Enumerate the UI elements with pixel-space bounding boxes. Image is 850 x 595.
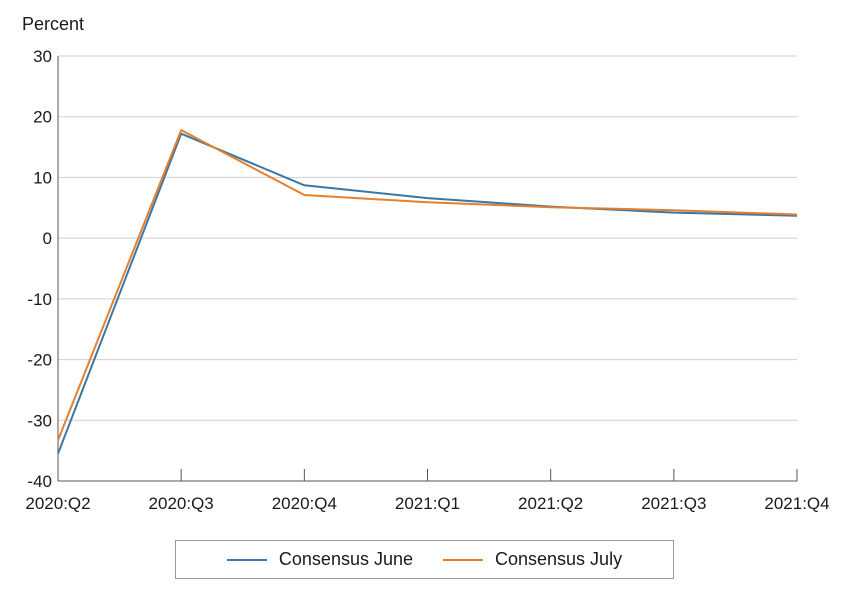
y-tick-label: 20	[33, 108, 52, 127]
legend-swatch-july	[443, 558, 483, 561]
legend: Consensus June Consensus July	[175, 540, 674, 579]
x-tick-label: 2021:Q3	[641, 494, 706, 513]
legend-label-july: Consensus July	[495, 549, 623, 569]
x-tick-label: 2021:Q1	[395, 494, 460, 513]
series-lines	[57, 129, 798, 455]
x-tick-label: 2021:Q4	[764, 494, 829, 513]
x-tick-label: 2021:Q2	[518, 494, 583, 513]
y-axis-title: Percent	[22, 14, 84, 34]
axes	[57, 56, 797, 482]
x-tick-label: 2020:Q2	[25, 494, 90, 513]
y-tick-label: 30	[33, 47, 52, 66]
y-tick-label: -30	[27, 411, 52, 430]
y-tick-label: -10	[27, 290, 52, 309]
y-tick-label: -40	[27, 472, 52, 491]
legend-item-july: Consensus July	[443, 549, 622, 570]
y-axis-ticks: 30 20 10 0 -10 -20 -30 -40	[27, 47, 52, 491]
y-tick-label: -20	[27, 351, 52, 370]
x-tick-label: 2020:Q4	[272, 494, 337, 513]
y-tick-label: 0	[43, 229, 52, 248]
legend-item-june: Consensus June	[226, 549, 413, 570]
series-line-consensus-june	[57, 132, 798, 455]
x-axis-ticks: 2020:Q2 2020:Q3 2020:Q4 2021:Q1 2021:Q2 2021:…	[25, 469, 830, 513]
y-tick-label: 10	[33, 168, 52, 187]
x-tick-label: 2020:Q3	[149, 494, 214, 513]
gridlines	[58, 55, 797, 421]
series-line-consensus-july	[57, 129, 798, 441]
legend-label-june: Consensus June	[278, 549, 413, 569]
legend-swatch-june	[226, 558, 267, 561]
